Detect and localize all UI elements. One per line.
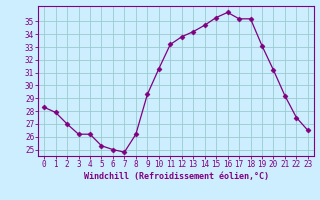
X-axis label: Windchill (Refroidissement éolien,°C): Windchill (Refroidissement éolien,°C) — [84, 172, 268, 181]
